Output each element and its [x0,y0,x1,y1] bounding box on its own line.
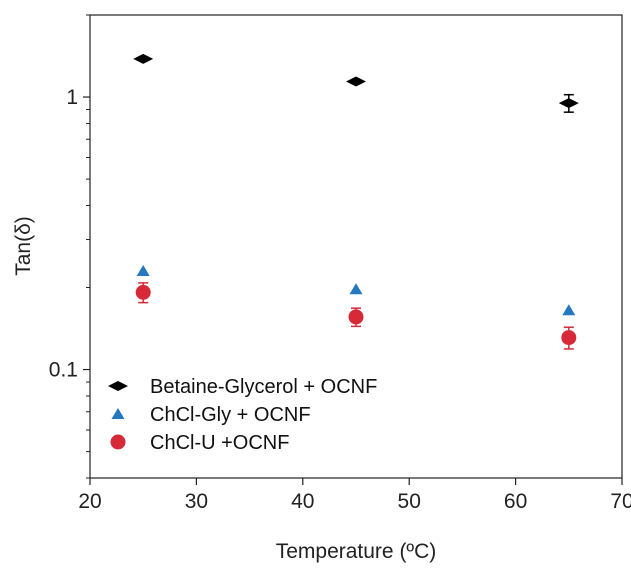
legend-label: ChCl-U +OCNF [150,432,289,454]
data-point [135,284,151,300]
plot-frame [89,14,623,479]
data-point [346,76,366,87]
x-axis: 20 30 40 50 60 70 [78,478,631,513]
x-tick-label: 50 [398,490,421,513]
legend-marker [111,408,125,419]
data-point [348,309,364,325]
legend-marker [108,381,128,391]
y-axis: 0.11 [49,14,90,479]
data-point [136,264,150,276]
x-tick-label: 60 [504,490,527,513]
x-tick-label: 20 [78,490,101,513]
data-layer [133,53,579,350]
legend: Betaine-Glycerol + OCNF ChCl-Gly + OCNF Ch… [108,376,377,454]
legend-label: Betaine-Glycerol + OCNF [150,376,377,398]
y-tick-label: 1 [66,86,78,109]
data-point [558,98,579,109]
data-point [562,304,576,316]
x-tick-label: 40 [291,490,314,513]
y-axis-title: Tan(δ) [12,216,35,276]
data-point [349,283,363,295]
x-tick-label: 70 [610,490,631,513]
legend-marker [110,434,126,450]
data-point [133,53,154,64]
y-tick-label: 0.1 [49,359,78,382]
data-point [561,330,577,346]
legend-label: ChCl-Gly + OCNF [150,404,311,426]
x-axis-title: Temperature (ºC) [276,540,437,563]
x-tick-label: 30 [185,490,208,513]
